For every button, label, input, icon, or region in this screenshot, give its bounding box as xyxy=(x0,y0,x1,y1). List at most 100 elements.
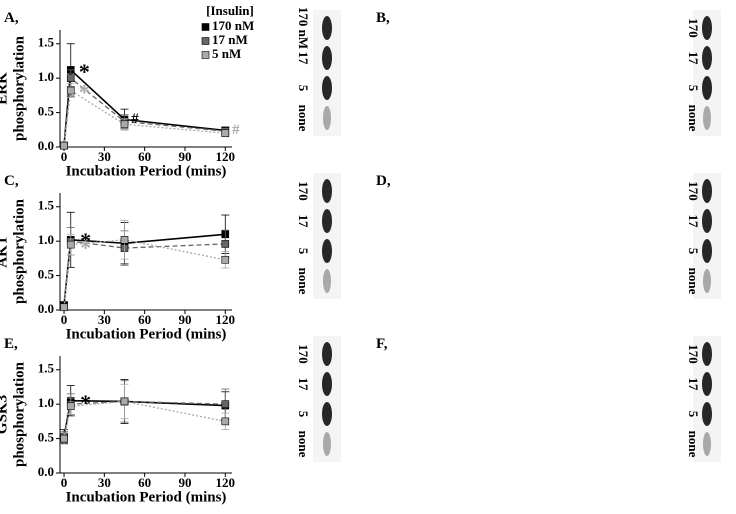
marker xyxy=(221,400,230,408)
annotation: * xyxy=(80,228,91,253)
x-tick-label: 120 xyxy=(216,149,236,164)
annotation: # xyxy=(232,122,240,138)
blot-label: 5 xyxy=(296,411,311,418)
blot-band xyxy=(702,209,712,233)
blot-label: 17 xyxy=(296,52,311,66)
panel-label: D, xyxy=(376,173,391,189)
marker xyxy=(120,397,129,406)
y-axis-label: phosphorylation xyxy=(11,35,27,141)
annotation: # xyxy=(131,111,139,127)
legend-label: 17 nM xyxy=(212,32,248,47)
panel-label: B, xyxy=(376,10,390,26)
x-tick-label: 0 xyxy=(61,312,68,327)
marker xyxy=(60,434,68,443)
blot-label: 5 xyxy=(686,248,701,255)
y-axis-label: AKT xyxy=(0,235,10,268)
blot-label: none xyxy=(686,268,701,295)
x-axis-label: Incubation Period (mins) xyxy=(66,163,227,179)
x-tick-label: 90 xyxy=(178,149,191,164)
x-tick-label: 60 xyxy=(138,312,151,327)
blot-label: none xyxy=(296,268,311,295)
blot-band xyxy=(322,239,332,263)
blot-band xyxy=(702,239,712,263)
panel-label: A, xyxy=(4,10,19,26)
marker xyxy=(60,141,68,150)
y-tick-label: 1.5 xyxy=(38,198,55,213)
marker xyxy=(60,303,68,312)
annotation: * xyxy=(80,390,91,415)
marker xyxy=(120,236,129,244)
blot-band xyxy=(702,76,712,100)
x-tick-label: 120 xyxy=(216,312,236,327)
y-tick-label: 1.0 xyxy=(38,69,54,84)
blot-band xyxy=(323,106,331,130)
blot-label: 5 xyxy=(296,85,311,92)
blot-label: 17 xyxy=(686,52,701,66)
blot-label: 170 nM xyxy=(296,7,311,49)
blot-band xyxy=(703,269,711,293)
blot-band xyxy=(702,179,712,203)
x-axis-label: Incubation Period (mins) xyxy=(66,326,227,342)
y-tick-label: 0.0 xyxy=(38,301,54,316)
blot-label: 170 xyxy=(686,18,701,38)
blot-label: 170 xyxy=(686,181,701,201)
marker xyxy=(66,74,75,82)
y-tick-label: 1.5 xyxy=(38,361,55,376)
marker xyxy=(221,417,230,426)
blot-label: none xyxy=(296,105,311,132)
blot-label: 17 xyxy=(296,378,311,392)
blot-label: 5 xyxy=(686,411,701,418)
panel-label: C, xyxy=(4,173,19,189)
legend-swatch xyxy=(201,37,210,45)
legend-swatch xyxy=(201,23,210,31)
blot-label: 17 xyxy=(296,215,311,229)
blot-band xyxy=(323,269,331,293)
x-tick-label: 0 xyxy=(61,475,68,490)
x-tick-label: 30 xyxy=(98,475,111,490)
legend-swatch xyxy=(201,51,210,59)
blot-label: none xyxy=(686,431,701,458)
x-tick-label: 120 xyxy=(216,475,236,490)
y-tick-label: 1.0 xyxy=(38,232,54,247)
blot-band xyxy=(322,76,332,100)
series-line xyxy=(63,68,226,146)
blot-band xyxy=(702,372,712,396)
legend-title: [Insulin] xyxy=(206,3,254,18)
blot-band xyxy=(322,402,332,426)
series-line xyxy=(63,400,226,439)
x-tick-label: 60 xyxy=(138,475,151,490)
marker xyxy=(120,120,129,129)
marker xyxy=(221,255,230,264)
marker xyxy=(66,86,75,95)
blot-band xyxy=(703,432,711,456)
blot-band xyxy=(702,402,712,426)
x-tick-label: 0 xyxy=(61,149,68,164)
legend-label: 5 nM xyxy=(212,46,241,61)
blot-band xyxy=(322,179,332,203)
blot-band xyxy=(702,342,712,366)
blot-band xyxy=(703,106,711,130)
blot-label: 5 xyxy=(296,248,311,255)
x-tick-label: 30 xyxy=(98,149,111,164)
y-tick-label: 0.0 xyxy=(38,138,54,153)
legend-label: 170 nM xyxy=(212,18,254,33)
blot-band xyxy=(323,432,331,456)
blot-label: none xyxy=(296,431,311,458)
blot-label: 17 xyxy=(686,378,701,392)
blot-band xyxy=(322,46,332,70)
y-axis-label: ERK xyxy=(0,72,10,105)
y-tick-label: 1.0 xyxy=(38,395,54,410)
y-tick-label: 0.5 xyxy=(38,430,55,445)
y-tick-label: 0.0 xyxy=(38,464,54,479)
y-axis-label: GSK3 xyxy=(0,395,10,434)
blot-label: none xyxy=(686,105,701,132)
blot-label: 5 xyxy=(686,85,701,92)
y-tick-label: 0.5 xyxy=(38,104,55,119)
panel-label: E, xyxy=(4,336,18,352)
marker xyxy=(66,402,75,411)
blot-band xyxy=(702,16,712,40)
annotation: * xyxy=(80,235,91,260)
series-line xyxy=(63,76,226,146)
blot-band xyxy=(322,372,332,396)
